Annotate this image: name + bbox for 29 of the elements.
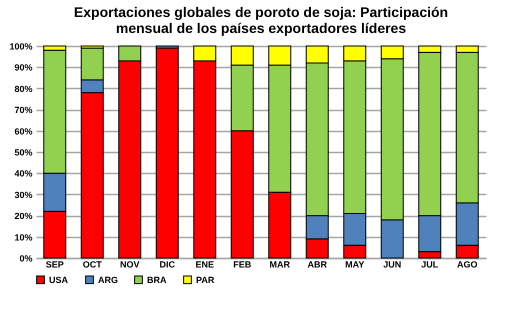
legend-label: BRA — [147, 274, 167, 285]
x-tick-label: AGO — [456, 260, 478, 270]
y-tick-label: 20% — [14, 211, 32, 222]
x-tick-label: ENE — [195, 260, 214, 270]
y-tick-label: 40% — [14, 168, 32, 179]
y-tick-label: 10% — [14, 232, 32, 242]
bar — [156, 48, 179, 258]
x-tick-label: DIC — [160, 260, 176, 270]
x-tick-label: NOV — [120, 260, 140, 270]
x-tick-label: JUN — [383, 260, 402, 270]
y-tick-label: 80% — [14, 84, 32, 94]
y-tick-label: 90% — [14, 62, 32, 73]
y-tick-label: 0% — [19, 254, 32, 264]
x-tick-label: FEB — [233, 260, 252, 270]
y-tick-label: 70% — [14, 105, 32, 116]
x-tick-label: OCT — [82, 260, 102, 270]
x-tick-label: JUL — [421, 260, 439, 270]
x-tick-label: MAY — [345, 260, 364, 270]
y-tick-label: 60% — [14, 126, 32, 136]
x-tick-label: ABR — [308, 260, 328, 270]
y-tick-label: 100% — [9, 42, 32, 52]
legend-label: PAR — [196, 274, 215, 285]
x-tick-label: MAR — [270, 260, 290, 270]
legend-label: ARG — [98, 274, 118, 285]
x-tick-label: SEP — [46, 260, 64, 270]
y-tick-label: 50% — [14, 148, 32, 158]
legend-label: USA — [49, 274, 68, 285]
chart-title: Exportaciones globales de poroto de soja: Participación mensual de los países exportadores líderes — [74, 4, 448, 36]
y-tick-label: 30% — [14, 190, 32, 200]
